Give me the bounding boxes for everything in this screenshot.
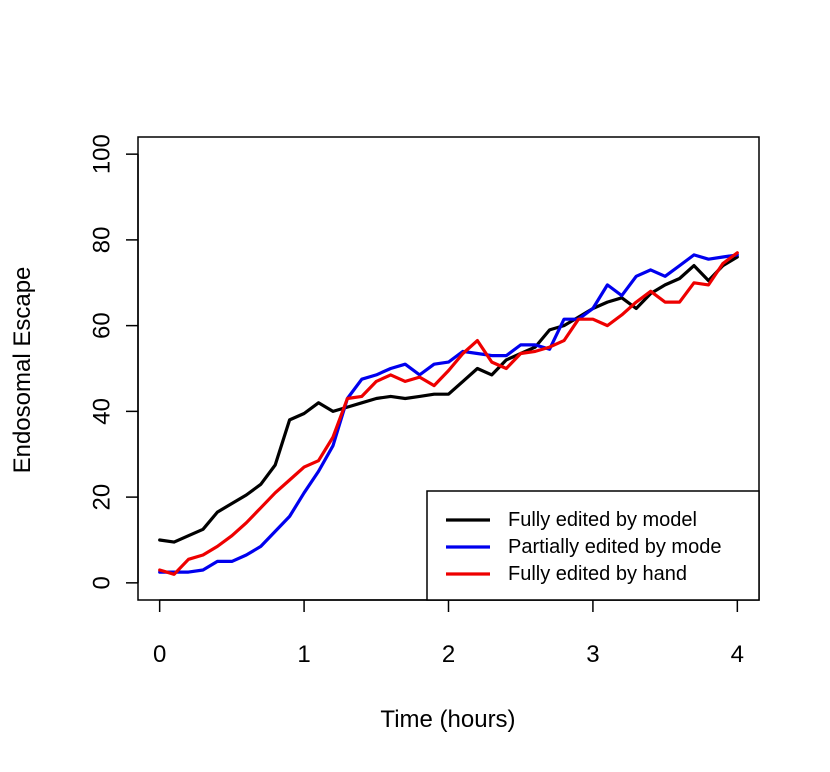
y-tick-label: 20 [89,484,116,511]
series-line [158,253,739,574]
series-layer [158,251,739,576]
y-axis-title: Endosomal Escape [9,267,36,474]
y-tick-label: 60 [89,312,116,339]
x-tick-label: 4 [731,641,744,668]
y-axis: 0 20 40 60 80 100 [89,134,139,590]
y-tick-label: 0 [89,576,116,589]
legend: Fully edited by model Partially edited by… [426,490,760,601]
y-tick-label: 40 [89,398,116,425]
x-tick-label: 0 [153,641,166,668]
x-tick-label: 1 [297,641,310,668]
series-line [158,255,739,544]
series-line [158,251,739,576]
y-tick-label: 80 [89,227,116,254]
x-axis-title: Time (hours) [380,706,515,733]
y-tick-label: 100 [89,134,116,174]
legend-label: Fully edited by hand [508,563,687,585]
x-tick-label: 2 [442,641,455,668]
x-tick-label: 3 [586,641,599,668]
legend-label: Partially edited by mode [508,536,721,558]
legend-label: Fully edited by model [508,509,697,531]
